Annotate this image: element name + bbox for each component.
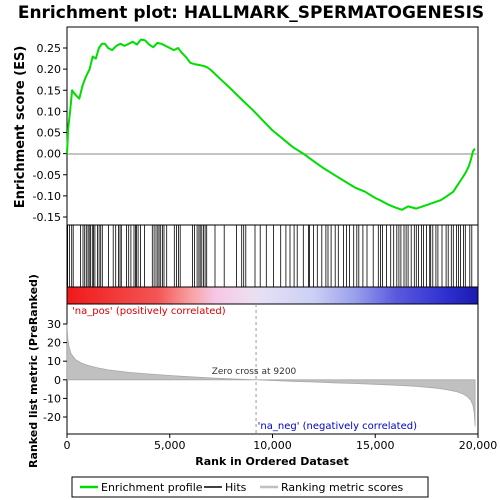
metric-panel: -20 -10 0 10 20 30 0 5,000 10,000 15,000 20,000 '… — [27, 274, 497, 468]
legend: Enrichment profile Hits Ranking metric s… — [71, 476, 429, 498]
legend-enrichment-label: Enrichment profile — [101, 481, 203, 494]
es-panel-frame — [66, 26, 479, 226]
es-y-tick-label: 0.05 — [37, 127, 62, 140]
es-y-tick-label: -0.15 — [33, 211, 61, 224]
metric-x-axis-label: Rank in Ordered Dataset — [195, 455, 349, 468]
es-y-axis-label: Enrichment score (ES) — [13, 46, 28, 209]
metric-y-tick-label: 30 — [47, 318, 61, 331]
neg-correlated-label: 'na_neg' (negatively correlated) — [258, 421, 417, 432]
chart-title: Enrichment plot: HALLMARK_SPERMATOGENESI… — [18, 3, 484, 23]
metric-y-tick-label: -20 — [43, 411, 61, 424]
ranking-metric-area — [66, 323, 476, 427]
hits-panel — [66, 224, 479, 288]
pos-correlated-label: 'na_pos' (positively correlated) — [72, 306, 226, 317]
es-y-tick-label: 0.20 — [37, 63, 62, 76]
metric-panel-frame — [66, 303, 479, 435]
es-y-tick-label: 0.15 — [37, 84, 62, 97]
metric-y-tick-label: 0 — [54, 374, 61, 387]
es-y-axis-ticks: -0.15 -0.10 -0.05 0.00 0.05 0.10 0.15 0.20 0.25 — [33, 42, 67, 224]
metric-y-axis-label: Ranked list metric (PreRanked) — [27, 274, 40, 468]
metric-x-tick-label: 5,000 — [154, 439, 186, 452]
es-y-tick-label: -0.10 — [33, 190, 61, 203]
ranking-heatmap-bar — [66, 286, 479, 305]
legend-hits-label: Hits — [225, 481, 247, 494]
metric-x-tick-label: 15,000 — [356, 439, 395, 452]
metric-y-axis-ticks: -20 -10 0 10 20 30 — [43, 318, 67, 424]
metric-y-tick-label: 10 — [47, 355, 61, 368]
es-panel: -0.15-0.10-0.050.000.050.100.150.200.25 … — [13, 26, 479, 226]
es-y-tick-label: 0.25 — [37, 42, 62, 55]
metric-x-axis-ticks: 0 5,000 10,000 15,000 20,000 — [64, 434, 498, 452]
es-y-tick-label: 0.00 — [37, 148, 62, 161]
es-y-tick-label: 0.10 — [37, 105, 62, 118]
metric-x-tick-label: 10,000 — [253, 439, 292, 452]
metric-y-tick-label: 20 — [47, 337, 61, 350]
metric-x-tick-label: 0 — [64, 439, 71, 452]
hit-markers — [67, 225, 473, 287]
es-y-tick-label: -0.05 — [33, 169, 61, 182]
legend-metric-label: Ranking metric scores — [281, 481, 403, 494]
metric-x-tick-label: 20,000 — [459, 439, 498, 452]
legend-frame — [71, 476, 429, 498]
metric-y-tick-label: -10 — [43, 392, 61, 405]
enrichment-profile-line — [66, 38, 476, 211]
zero-cross-label: Zero cross at 9200 — [212, 367, 297, 377]
